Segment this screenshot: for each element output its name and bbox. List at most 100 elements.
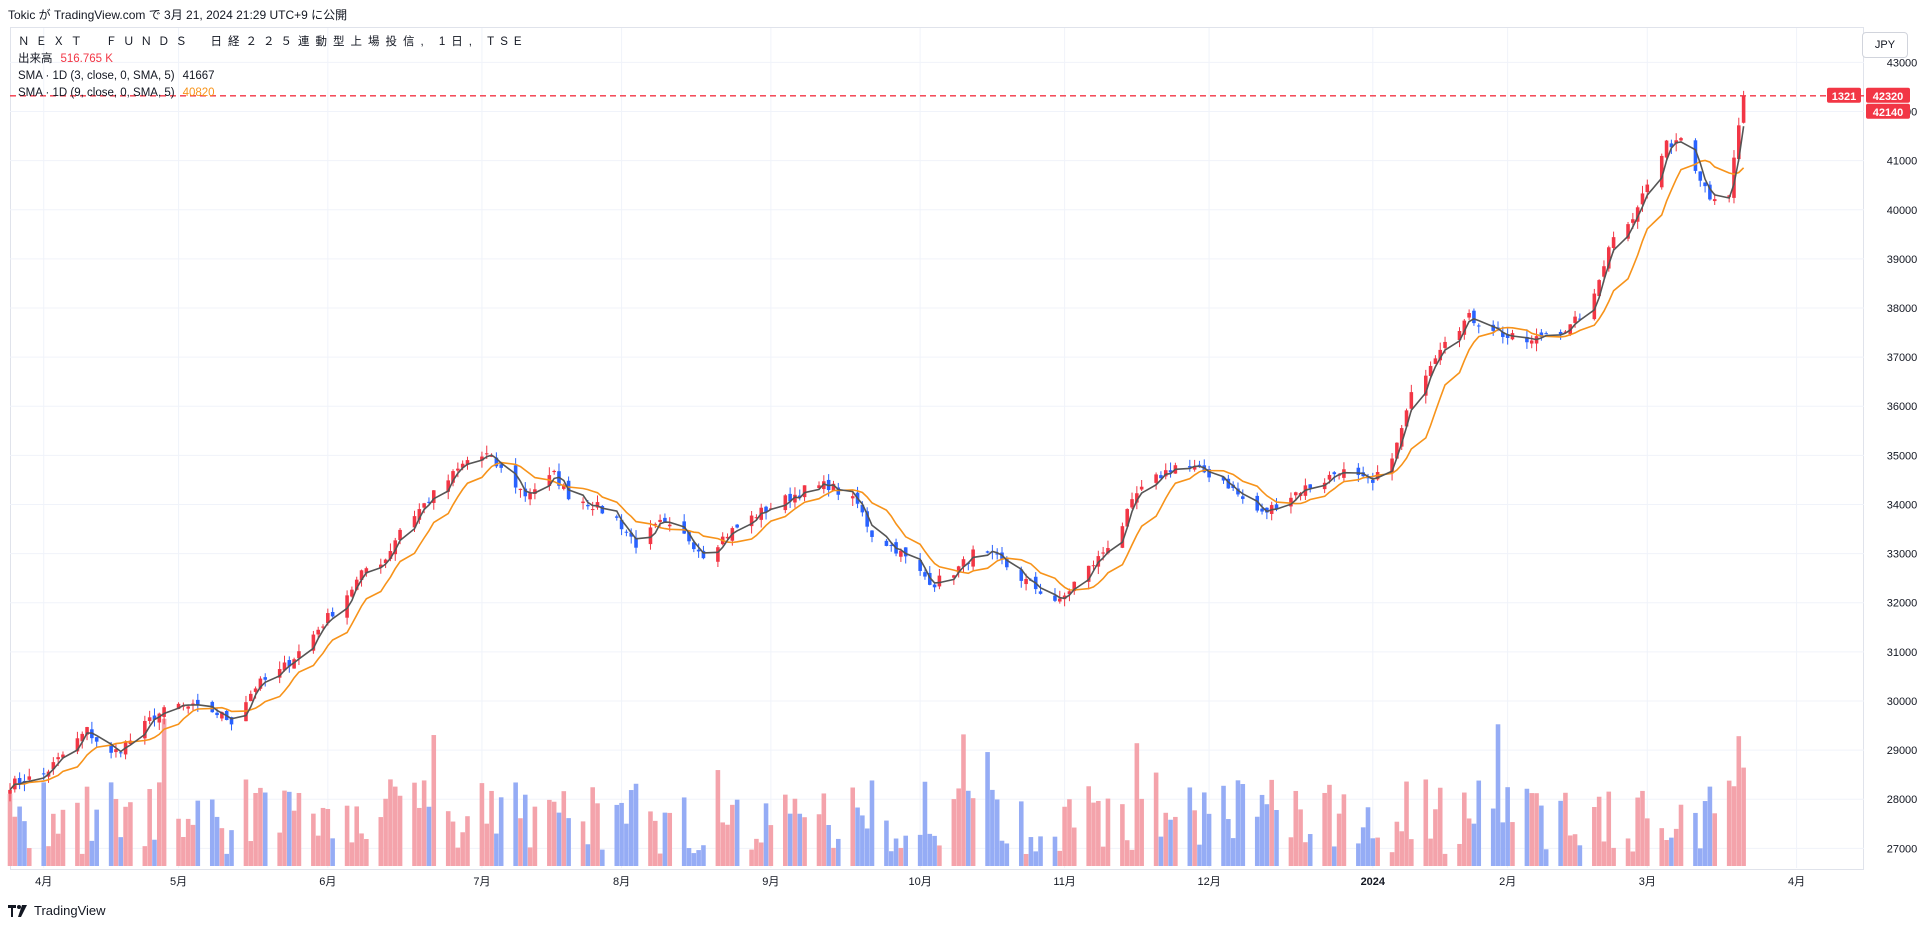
candle-body xyxy=(499,464,503,468)
volume-bar xyxy=(1303,842,1308,866)
volume-bar xyxy=(46,846,51,866)
candle-body xyxy=(518,488,523,491)
volume-bar xyxy=(1052,836,1058,866)
price-tick-label: 41000 xyxy=(1887,156,1918,168)
volume-bar xyxy=(970,798,976,866)
legend-symbol[interactable]: ＮＥＸＴ ＦＵＮＤＳ 日経２２５連動型上場投信, 1日, TSE xyxy=(18,34,528,51)
volume-bar xyxy=(1664,840,1669,866)
volume-bar xyxy=(1201,792,1207,866)
volume-bar xyxy=(1731,786,1737,866)
volume-bar xyxy=(229,830,234,866)
volume-bar xyxy=(1563,792,1568,866)
candle-body xyxy=(1443,341,1447,348)
volume-bar xyxy=(1524,788,1530,866)
countdown-tag xyxy=(1827,87,1861,103)
candle-body xyxy=(1399,428,1404,447)
volume-bar xyxy=(614,804,620,866)
price-tick-label: 29000 xyxy=(1887,745,1918,757)
volume-bar xyxy=(1192,810,1197,866)
volume-bar xyxy=(320,807,326,866)
volume-bar xyxy=(826,825,831,866)
legend-volume[interactable]: 出来高 516.765 K xyxy=(18,51,528,68)
candle-body xyxy=(1265,507,1269,513)
candle-body xyxy=(1072,581,1077,592)
volume-bar xyxy=(190,824,196,866)
volume-bar xyxy=(397,795,403,866)
candle-body xyxy=(985,551,990,553)
candle-body xyxy=(1356,467,1361,476)
volume-bar xyxy=(1741,767,1746,866)
price-tag xyxy=(1866,87,1910,103)
candle-body xyxy=(850,496,855,499)
volume-bar xyxy=(1331,846,1337,866)
candle-body xyxy=(1154,474,1158,483)
volume-bar xyxy=(1124,840,1130,866)
candle-body xyxy=(147,717,152,721)
candle-body xyxy=(1476,325,1481,327)
volume-bar xyxy=(749,849,754,866)
candle-body xyxy=(215,712,219,716)
time-tick-label: 9月 xyxy=(762,876,779,888)
volume-bar xyxy=(209,799,215,866)
candle-body xyxy=(557,471,561,486)
candle-body xyxy=(431,490,436,503)
volume-bar xyxy=(489,790,494,866)
volume-bar xyxy=(214,816,220,866)
volume-bar xyxy=(1625,838,1631,866)
volume-bar xyxy=(1375,837,1380,866)
candle-body xyxy=(1327,474,1332,480)
candle-body xyxy=(899,550,903,557)
candle-body xyxy=(1197,464,1202,466)
volume-bar xyxy=(1505,787,1510,866)
candle-body xyxy=(8,789,12,794)
currency-button[interactable]: JPY xyxy=(1862,32,1908,58)
candle-body xyxy=(1067,591,1072,595)
volume-bar xyxy=(681,797,687,866)
volume-bar xyxy=(888,851,894,866)
legend-sma9[interactable]: SMA · 1D (9, close, 0, SMA, 5) 40820 xyxy=(18,85,528,102)
price-tick-label: 36000 xyxy=(1887,401,1918,413)
candle-body xyxy=(961,559,966,567)
candle-body xyxy=(1592,293,1597,320)
candle-body xyxy=(624,531,629,533)
candle-body xyxy=(85,727,89,735)
volume-bar xyxy=(1510,822,1515,866)
candle-body xyxy=(923,572,927,577)
sma9-label: SMA · 1D (9, close, 0, SMA, 5) xyxy=(18,87,175,99)
candle-body xyxy=(1428,365,1433,377)
candle-body xyxy=(61,754,65,758)
volume-bar xyxy=(1259,794,1265,866)
volume-bar xyxy=(1235,780,1241,866)
volume-bar xyxy=(1596,796,1602,866)
volume-bar xyxy=(1134,743,1140,866)
volume-bar xyxy=(1490,808,1496,866)
candle-body xyxy=(422,503,426,508)
volume-bar xyxy=(1428,838,1433,866)
volume-bar xyxy=(421,780,427,866)
legend-sma3[interactable]: SMA · 1D (3, close, 0, SMA, 5) 41667 xyxy=(18,68,528,85)
volume-bar xyxy=(1360,827,1366,866)
volume-bar xyxy=(657,853,663,866)
candle-body xyxy=(1106,548,1110,554)
volume-bar xyxy=(55,833,61,866)
time-tick-label: 10月 xyxy=(909,876,932,888)
candle-body xyxy=(1226,478,1231,489)
volume-bar xyxy=(956,788,961,866)
candle-body xyxy=(109,744,113,753)
volume-bar xyxy=(556,812,562,866)
candle-body xyxy=(937,575,942,587)
volume-bar xyxy=(1572,834,1578,866)
candle-body xyxy=(56,757,60,760)
volume-bar xyxy=(754,838,759,866)
volume-bar xyxy=(662,812,668,866)
volume-bar xyxy=(417,807,422,866)
candle-body xyxy=(220,712,224,719)
volume-bar xyxy=(161,718,167,866)
volume-bar xyxy=(734,799,740,866)
candle-body xyxy=(749,515,754,527)
volume-bar xyxy=(816,814,822,866)
candle-body xyxy=(1679,138,1683,141)
candle-body xyxy=(552,470,556,473)
volume-bar xyxy=(1471,823,1477,866)
